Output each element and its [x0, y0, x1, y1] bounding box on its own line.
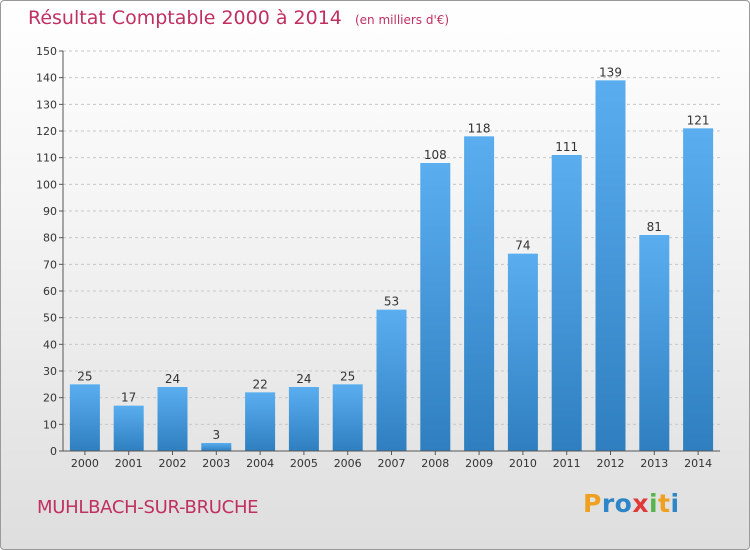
bar-2005 [288, 387, 319, 451]
y-tick-label: 80 [43, 232, 57, 245]
logo-letter: x [632, 489, 649, 518]
bar-2004 [245, 392, 276, 451]
data-label-2012: 139 [599, 65, 622, 79]
title-row: Résultat Comptable 2000 à 2014 (en milli… [28, 7, 449, 29]
logo-letter: r [601, 489, 615, 518]
logo-letter: i [649, 489, 659, 518]
y-tick-label: 40 [43, 338, 57, 351]
y-tick-label: 60 [43, 285, 57, 298]
x-tick-label-2005: 2005 [290, 457, 318, 470]
data-label-2005: 24 [296, 372, 311, 386]
bar-2006 [332, 384, 363, 451]
y-tick-label: 120 [36, 125, 57, 138]
x-tick-label-2009: 2009 [465, 457, 493, 470]
chart-subtitle: (en milliers d'€) [354, 13, 450, 27]
x-tick-label-2003: 2003 [202, 457, 230, 470]
proxiti-logo: Proxiti [583, 489, 680, 518]
y-tick-label: 50 [43, 312, 57, 325]
x-tick-label-2014: 2014 [684, 457, 712, 470]
logo-letter: P [583, 489, 602, 518]
y-tick-label: 70 [43, 258, 57, 271]
x-tick-label-2000: 2000 [71, 457, 99, 470]
y-tick-label: 110 [36, 152, 57, 165]
data-label-2001: 17 [121, 391, 136, 405]
x-tick-label-2012: 2012 [597, 457, 625, 470]
y-tick-label: 0 [50, 445, 57, 458]
data-label-2011: 111 [555, 140, 578, 154]
bar-chart: 25 17 24 3 22 24 25 53 108 118 74 111 139 81 121 0 10 20… [36, 45, 720, 470]
y-tick-label: 90 [43, 205, 57, 218]
logo-letter: i [670, 489, 680, 518]
bar-2001 [113, 405, 144, 451]
x-tick-label-2006: 2006 [334, 457, 362, 470]
bar-2011 [551, 155, 582, 451]
y-tick-label: 20 [43, 392, 57, 405]
x-tick-label-2011: 2011 [553, 457, 581, 470]
x-tick-label-2010: 2010 [509, 457, 537, 470]
y-tick-label: 30 [43, 365, 57, 378]
chart-title: Résultat Comptable 2000 à 2014 [28, 7, 342, 29]
commune-name: MUHLBACH-SUR-BRUCHE [37, 497, 259, 518]
y-tick-label: 130 [36, 98, 57, 111]
x-tick-label-2002: 2002 [159, 457, 187, 470]
bar-2009 [464, 136, 495, 452]
bar-2014 [683, 128, 714, 451]
data-label-2007: 53 [384, 295, 399, 309]
bars: 25 17 24 3 22 24 25 53 108 118 74 111 139 81 121 [69, 65, 714, 452]
data-label-2002: 24 [165, 372, 180, 386]
y-tick-label: 10 [43, 418, 57, 431]
x-tick-label-2013: 2013 [640, 457, 668, 470]
y-tick-label: 150 [36, 45, 57, 58]
bar-2013 [639, 235, 670, 451]
bar-2000 [69, 384, 100, 451]
axes: 0 10 20 30 40 50 60 70 80 90 100 110 120 130 140 150 200… [36, 45, 720, 470]
bar-2003 [201, 443, 232, 451]
data-label-2013: 81 [647, 220, 662, 234]
data-label-2004: 22 [252, 377, 267, 391]
bar-2007 [376, 309, 407, 451]
data-label-2008: 108 [424, 148, 447, 162]
x-tick-label-2001: 2001 [115, 457, 143, 470]
data-label-2009: 118 [468, 121, 491, 135]
y-tick-label: 100 [36, 178, 57, 191]
logo-letter: t [658, 489, 671, 518]
data-label-2006: 25 [340, 369, 355, 383]
data-label-2000: 25 [77, 369, 92, 383]
x-tick-label-2004: 2004 [246, 457, 274, 470]
data-label-2014: 121 [687, 113, 710, 127]
bar-2012 [595, 80, 626, 451]
x-tick-label-2007: 2007 [378, 457, 406, 470]
y-tick-label: 140 [36, 72, 57, 85]
bar-2008 [420, 163, 451, 451]
bar-2010 [507, 253, 538, 451]
x-tick-label-2008: 2008 [421, 457, 449, 470]
data-label-2003: 3 [212, 428, 220, 442]
data-label-2010: 74 [515, 239, 530, 253]
logo-letter: o [614, 489, 633, 518]
bar-2002 [157, 387, 188, 451]
